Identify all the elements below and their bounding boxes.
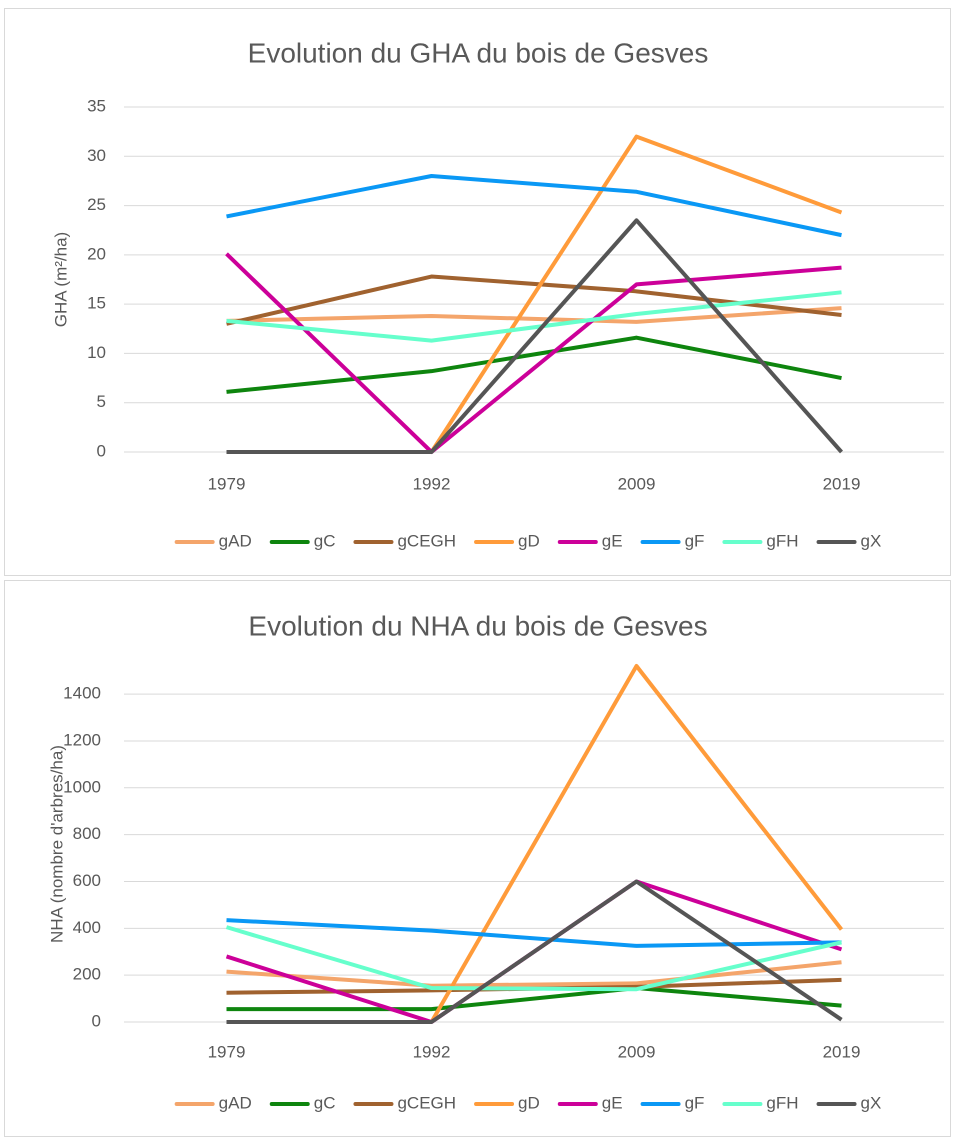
legend-label: gFH — [766, 531, 798, 550]
y-tick-label: 20 — [87, 244, 106, 263]
y-tick-label: 1200 — [63, 730, 101, 749]
legend-label: gE — [602, 531, 623, 550]
x-tick-label: 2019 — [823, 474, 861, 493]
legend-label: gAD — [219, 531, 252, 550]
y-tick-label: 1000 — [63, 777, 101, 796]
y-tick-label: 0 — [97, 441, 106, 460]
y-tick-label: 25 — [87, 195, 106, 214]
legend-label: gFH — [766, 1093, 798, 1112]
y-tick-label: 800 — [73, 824, 101, 843]
y-axis-label: GHA (m²/ha) — [51, 232, 70, 327]
series-line — [226, 218, 843, 454]
legend-label: gCEGH — [397, 531, 456, 550]
series-line — [226, 918, 842, 948]
chart-frame — [4, 8, 951, 576]
y-tick-label: 10 — [87, 343, 106, 362]
legend-label: gCEGH — [397, 1093, 456, 1112]
y-tick-label: 15 — [87, 294, 106, 313]
y-tick-label: 400 — [73, 918, 101, 937]
series-line — [429, 134, 843, 454]
y-axis-label: NHA (nombre d'arbres/ha) — [47, 745, 66, 943]
series-line — [226, 306, 842, 324]
series-line — [226, 290, 842, 343]
x-tick-label: 1979 — [208, 1042, 246, 1061]
series-line — [226, 986, 842, 1012]
legend-label: gF — [685, 531, 705, 550]
chart-frame — [4, 580, 951, 1137]
y-tick-label: 30 — [87, 146, 106, 165]
legend-label: gC — [314, 531, 336, 550]
x-tick-label: 1992 — [413, 474, 451, 493]
legend-label: gE — [602, 1093, 623, 1112]
series-line — [226, 335, 842, 394]
series-line — [225, 925, 842, 992]
chart-title: Evolution du NHA du bois de Gesves — [248, 610, 707, 641]
x-tick-label: 2009 — [618, 474, 656, 493]
series-line — [226, 174, 842, 238]
legend-label: gX — [861, 1093, 882, 1112]
x-tick-label: 2009 — [618, 1042, 656, 1061]
y-tick-label: 600 — [73, 871, 101, 890]
series-line — [429, 664, 844, 1023]
y-tick-label: 35 — [87, 96, 106, 115]
chart-title: Evolution du GHA du bois de Gesves — [248, 37, 709, 68]
legend-label: gF — [685, 1093, 705, 1112]
y-tick-label: 5 — [97, 392, 106, 411]
x-tick-label: 1979 — [208, 474, 246, 493]
x-tick-label: 1992 — [413, 1042, 451, 1061]
legend-label: gC — [314, 1093, 336, 1112]
series-line — [226, 960, 842, 988]
x-tick-label: 2019 — [823, 1042, 861, 1061]
series-line — [226, 879, 843, 1024]
y-tick-label: 200 — [73, 965, 101, 984]
legend-label: gX — [861, 531, 882, 550]
y-tick-label: 1400 — [63, 684, 101, 703]
legend-label: gAD — [219, 1093, 252, 1112]
legend-label: gD — [518, 1093, 540, 1112]
legend-label: gD — [518, 531, 540, 550]
y-tick-label: 0 — [92, 1011, 101, 1030]
series-line — [225, 252, 842, 454]
